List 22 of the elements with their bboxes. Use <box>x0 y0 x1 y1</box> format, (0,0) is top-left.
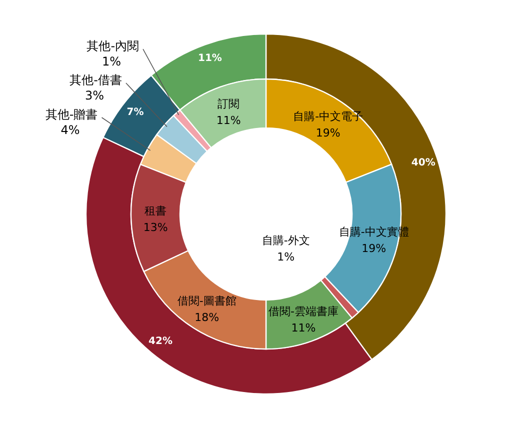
slice-label: 自購-外文 <box>262 234 310 247</box>
data-label: 13% <box>143 221 168 234</box>
slice-label: 借閱-雲端書庫 <box>268 305 338 318</box>
data-label: 11% <box>291 322 316 335</box>
slice-label: 其他-借書 <box>70 73 122 88</box>
data-label: 7% <box>126 107 144 118</box>
data-label: 19% <box>316 126 340 140</box>
data-label: 11% <box>216 114 241 127</box>
slice-label: 租書 <box>144 204 167 218</box>
data-label: 11% <box>198 52 222 64</box>
data-label: 4% <box>60 123 80 138</box>
data-label: 42% <box>148 336 172 348</box>
slice-label: 訂閱 <box>218 97 240 110</box>
slice-label: 其他-贈書 <box>45 108 98 122</box>
data-label: 19% <box>362 242 386 255</box>
data-label: 1% <box>102 54 122 69</box>
slice-label: 借閱-圖書館 <box>177 294 236 308</box>
data-label: 18% <box>194 311 220 324</box>
data-label: 1% <box>277 250 295 264</box>
data-label: 40% <box>411 157 436 168</box>
data-label: 3% <box>84 88 104 103</box>
slice-label: 其他-內閱 <box>86 39 140 54</box>
